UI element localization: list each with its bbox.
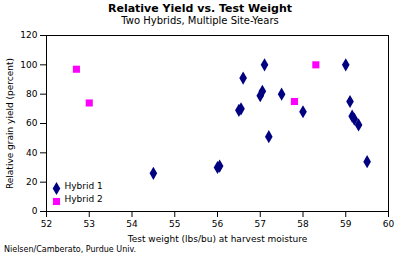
svg-text:57: 57	[255, 219, 266, 229]
svg-text:58: 58	[297, 219, 309, 229]
svg-text:40: 40	[26, 148, 38, 158]
svg-text:Test weight (lbs/bu) at harves: Test weight (lbs/bu) at harvest moisture	[127, 234, 308, 244]
svg-text:60: 60	[383, 219, 395, 229]
svg-text:100: 100	[20, 60, 37, 70]
svg-text:20: 20	[26, 177, 38, 187]
svg-text:Hybrid 2: Hybrid 2	[65, 194, 103, 204]
svg-text:80: 80	[26, 89, 38, 99]
html-text:Two Hybrids, Multiple Site-Yea: Two Hybrids, Multiple Site-Years	[121, 15, 279, 26]
svg-text:60: 60	[26, 118, 38, 128]
svg-text:0: 0	[32, 206, 38, 216]
svg-text:56: 56	[212, 219, 224, 229]
svg-text:120: 120	[20, 30, 37, 40]
svg-text:52: 52	[41, 219, 52, 229]
svg-text:53: 53	[84, 219, 95, 229]
svg-text:54: 54	[126, 219, 138, 229]
svg-text:Hybrid 1: Hybrid 1	[65, 181, 103, 191]
svg-text:59: 59	[340, 219, 352, 229]
svg-text:55: 55	[169, 219, 180, 229]
html-text:Nielsen/Camberato, Purdue Univ: Nielsen/Camberato, Purdue Univ.	[4, 245, 137, 254]
svg-text:Relative grain yield (percent): Relative grain yield (percent)	[5, 58, 15, 189]
html-text:Relative Yield vs. Test Weight: Relative Yield vs. Test Weight	[108, 2, 292, 15]
